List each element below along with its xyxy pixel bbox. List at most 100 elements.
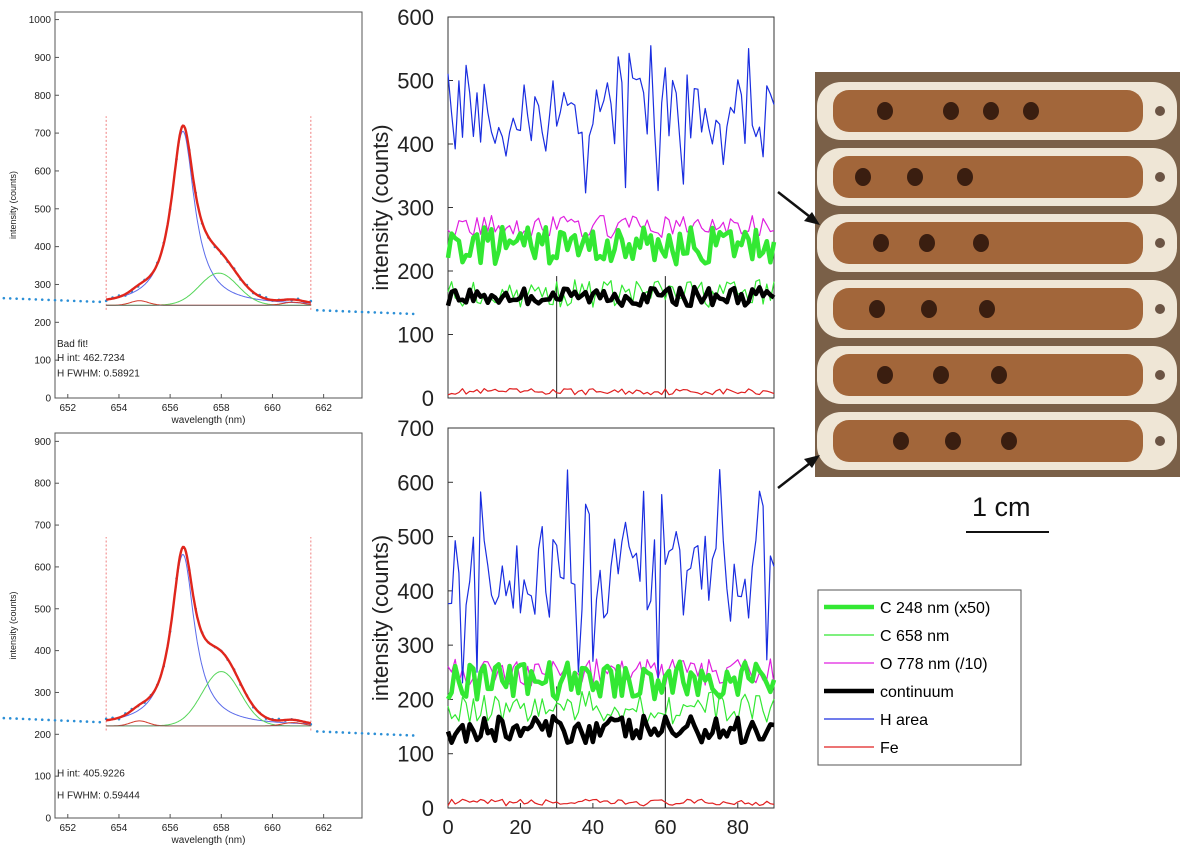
y-tick-label: 300 bbox=[34, 280, 51, 291]
tray-hole bbox=[1155, 238, 1165, 248]
scale-bar bbox=[966, 531, 1049, 533]
sample-tray bbox=[817, 214, 1177, 272]
data-point bbox=[315, 730, 319, 733]
total-fit bbox=[105, 124, 311, 304]
ablation-crater bbox=[991, 366, 1007, 384]
x-tick-label: 654 bbox=[111, 403, 128, 414]
y-tick-label: 600 bbox=[397, 5, 434, 30]
ablation-crater bbox=[921, 300, 937, 318]
data-point bbox=[53, 718, 57, 722]
data-point bbox=[341, 309, 345, 313]
data-point bbox=[335, 309, 338, 313]
ablation-crater bbox=[869, 300, 885, 318]
soil-sample bbox=[833, 222, 1143, 264]
legend-label: H area bbox=[880, 712, 928, 729]
y-tick-label: 500 bbox=[397, 69, 434, 94]
data-point bbox=[85, 720, 89, 723]
ablation-crater bbox=[979, 300, 995, 318]
series-c-line bbox=[447, 279, 775, 308]
data-point bbox=[92, 300, 95, 303]
y-tick-label: 900 bbox=[34, 437, 51, 448]
plot-frame bbox=[54, 432, 363, 819]
series-continuum-line bbox=[445, 284, 776, 308]
data-point bbox=[8, 717, 12, 720]
data-point bbox=[328, 309, 332, 313]
ablation-crater bbox=[877, 102, 893, 120]
arrow-to-tray-3 bbox=[777, 191, 815, 221]
data-point bbox=[28, 717, 31, 721]
x-tick-label: 60 bbox=[654, 817, 676, 839]
x-tick-label: 652 bbox=[59, 823, 76, 834]
plot-frame bbox=[447, 427, 775, 809]
sample-tray bbox=[817, 346, 1177, 404]
data-point bbox=[2, 716, 6, 720]
data-point bbox=[98, 300, 102, 304]
data-point bbox=[85, 300, 89, 303]
soil-sample bbox=[833, 90, 1143, 132]
data-point bbox=[47, 718, 50, 722]
series-h-line bbox=[447, 45, 775, 194]
y-tick-label: 700 bbox=[34, 129, 51, 140]
x-tick-label: 662 bbox=[315, 823, 332, 834]
x-tick-label: 80 bbox=[727, 817, 749, 839]
series-fe-line bbox=[447, 388, 775, 396]
fit-annotation: H int: 462.7234 bbox=[57, 353, 125, 364]
ablation-crater bbox=[855, 168, 871, 186]
data-point bbox=[341, 731, 345, 734]
data-point bbox=[386, 311, 389, 315]
data-point bbox=[28, 297, 31, 301]
y-tick-label: 400 bbox=[34, 646, 51, 657]
y-tick-label: 200 bbox=[397, 259, 434, 284]
ablation-crater bbox=[877, 366, 893, 384]
y-tick-label: 300 bbox=[397, 196, 434, 221]
data-point bbox=[60, 719, 63, 722]
y-tick-label: 0 bbox=[45, 394, 51, 405]
tray-hole bbox=[1155, 106, 1165, 116]
y-axis-label: intensity (counts) bbox=[8, 171, 18, 239]
y-tick-label: 700 bbox=[34, 521, 51, 532]
y-tick-label: 0 bbox=[422, 386, 434, 411]
data-point bbox=[66, 299, 70, 302]
y-tick-label: 100 bbox=[397, 742, 434, 767]
data-point bbox=[328, 730, 332, 734]
data-point bbox=[405, 733, 409, 737]
data-point bbox=[47, 298, 50, 302]
y-tick-label: 100 bbox=[34, 356, 51, 367]
y-tick-label: 200 bbox=[34, 730, 51, 741]
data-point bbox=[373, 732, 377, 736]
legend-label: continuum bbox=[880, 684, 954, 701]
data-point bbox=[373, 311, 377, 314]
tray-hole bbox=[1155, 172, 1165, 182]
fit-annotation: H FWHM: 0.58921 bbox=[57, 369, 140, 380]
sample-tray bbox=[817, 412, 1177, 470]
fit-annotation: H FWHM: 0.59444 bbox=[57, 791, 140, 802]
data-point bbox=[360, 310, 364, 314]
fit-annotation: H int: 405.9226 bbox=[57, 769, 125, 780]
data-point bbox=[98, 720, 102, 724]
y-axis-label: intensity (counts) bbox=[368, 535, 393, 701]
legend-label: Fe bbox=[880, 740, 899, 757]
data-point bbox=[392, 733, 396, 736]
data-point bbox=[72, 719, 76, 723]
series-c-line bbox=[445, 224, 777, 267]
fit-annotation: Bad fit! bbox=[57, 339, 88, 350]
x-tick-label: 652 bbox=[59, 403, 76, 414]
data-point bbox=[392, 311, 396, 315]
soil-sample bbox=[833, 420, 1143, 462]
plot-frame bbox=[54, 11, 363, 399]
data-point bbox=[354, 310, 357, 313]
ablation-crater bbox=[983, 102, 999, 120]
soil-sample bbox=[833, 288, 1143, 330]
y-tick-label: 400 bbox=[397, 132, 434, 157]
legend-label: C 658 nm bbox=[880, 628, 949, 645]
tray-hole bbox=[1155, 304, 1165, 314]
y-tick-label: 100 bbox=[34, 772, 51, 783]
legend-label: O 778 nm (/10) bbox=[880, 656, 988, 673]
y-tick-label: 800 bbox=[34, 91, 51, 102]
data-point bbox=[53, 298, 57, 302]
data-point bbox=[360, 732, 364, 735]
y-axis-label: intensity (counts) bbox=[368, 124, 393, 290]
ablation-crater bbox=[1001, 432, 1017, 450]
data-point bbox=[72, 299, 76, 303]
